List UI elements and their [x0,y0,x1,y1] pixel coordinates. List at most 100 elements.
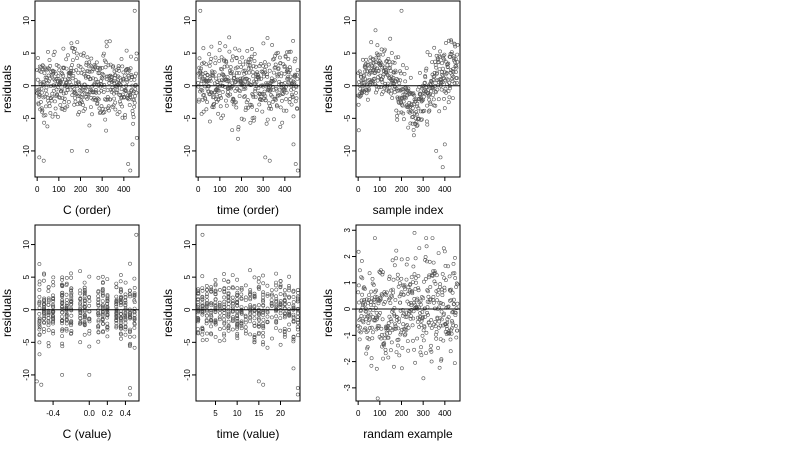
data-point [376,69,381,74]
data-point [87,299,92,303]
data-point [113,73,117,77]
data-point [132,285,137,290]
data-point [196,308,201,313]
data-point [123,87,128,92]
data-point [65,104,70,109]
data-point [64,305,69,310]
data-point [277,87,282,92]
data-point [53,112,58,117]
data-point [76,112,81,117]
data-point [118,316,123,321]
data-point [127,103,132,107]
data-point [290,92,294,97]
data-point [100,288,105,293]
data-point [278,328,283,333]
data-point [293,56,298,61]
data-point [95,101,100,105]
data-point [398,71,403,76]
data-point [89,96,94,100]
data-point [431,86,436,91]
data-point [283,80,288,85]
data-point [34,379,39,384]
data-point [369,63,374,68]
data-point [209,310,214,315]
data-point [263,98,268,103]
data-point [225,64,229,69]
data-point [358,325,363,330]
data-point [127,292,132,297]
data-point [82,322,87,327]
data-point [209,314,214,319]
data-point [118,289,123,294]
data-point [291,335,296,340]
data-point [287,327,292,332]
data-point [125,79,130,84]
data-point [368,302,373,307]
data-point [395,272,400,277]
data-point [453,324,458,328]
data-point [390,60,395,65]
data-point [414,306,419,310]
data-point [128,316,133,321]
data-point [134,90,139,95]
data-point [290,95,295,100]
y-tick-label: 0 [343,306,352,311]
data-point [114,285,119,290]
data-point [375,53,380,57]
data-point [408,121,413,126]
data-point [127,342,132,347]
data-point [287,322,292,327]
x-tick-label: 0 [35,185,40,194]
data-point [453,313,458,318]
data-point [394,114,399,118]
data-point [252,59,257,63]
data-point [454,65,459,70]
data-point [427,108,432,113]
data-point [230,58,234,63]
data-point [292,80,297,85]
data-point [257,284,261,289]
data-point [132,276,137,281]
y-axis-label: residuals [0,65,14,113]
data-point [230,285,235,290]
data-point [371,308,376,313]
data-point [64,328,69,333]
data-point [394,256,399,261]
data-point [69,331,73,336]
data-point [401,111,406,116]
data-point [230,295,235,300]
data-point [132,313,137,318]
data-point [248,305,253,310]
data-point [274,314,279,319]
data-point [380,270,385,275]
data-point [121,70,126,75]
data-point [402,283,407,288]
data-point [37,323,42,328]
data-point [64,326,69,331]
data-point [223,98,228,103]
data-point [399,100,404,105]
data-point [96,318,101,323]
data-point [421,296,426,301]
data-point [416,274,421,278]
data-point [256,330,261,335]
data-point [240,55,245,60]
data-point [82,287,87,292]
data-point [266,81,271,86]
data-point [385,81,390,86]
data-point [449,50,454,55]
data-point [251,74,256,79]
data-point [288,49,293,54]
data-point [423,255,428,259]
data-point [363,302,368,307]
data-point [285,50,289,55]
data-point [115,88,120,93]
data-point [397,353,402,358]
data-point [391,290,396,295]
data-point [389,88,394,93]
data-point [373,306,378,311]
data-point [439,358,444,363]
data-point [282,334,287,339]
data-point [230,54,235,59]
